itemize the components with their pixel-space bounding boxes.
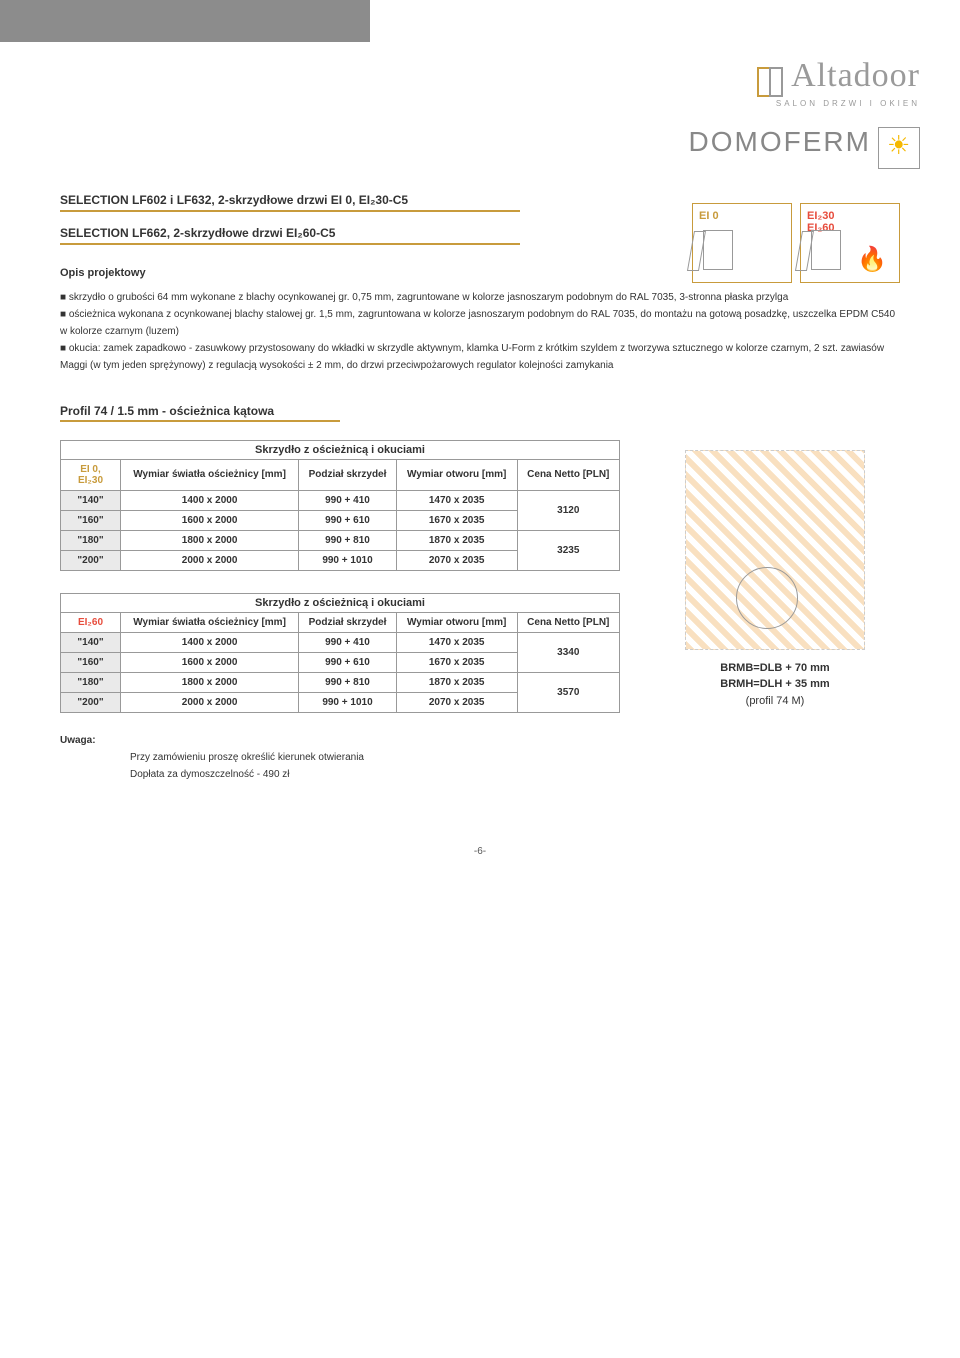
cell: 2070 x 2035 xyxy=(396,692,517,712)
desc-item: okucia: zamek zapadkowo - zasuwkowy przy… xyxy=(60,340,900,374)
section-title-2: SELECTION LF662, 2-skrzydłowe drzwi EI₂6… xyxy=(60,226,520,245)
cell: 1800 x 2000 xyxy=(121,672,299,692)
desc-list: skrzydło o grubości 64 mm wykonane z bla… xyxy=(60,289,900,374)
cell: 1400 x 2000 xyxy=(121,490,299,510)
note-line-1: Przy zamówieniu proszę określić kierunek… xyxy=(130,752,620,763)
row-label: "140" xyxy=(61,632,121,652)
cell: 1800 x 2000 xyxy=(121,530,299,550)
cell: 1600 x 2000 xyxy=(121,510,299,530)
desc-item: ościeżnica wykonana z ocynkowanej blachy… xyxy=(60,306,900,340)
row-label: "200" xyxy=(61,550,121,570)
page-number: -6- xyxy=(60,846,900,857)
table-2: Skrzydło z ościeżnicą i okuciami EI₂60 W… xyxy=(60,593,620,713)
cell: 990 + 810 xyxy=(299,530,397,550)
table-col: Podział skrzydeł xyxy=(299,612,397,632)
badge-ei0-label: EI 0 xyxy=(699,210,719,222)
row-label: "160" xyxy=(61,510,121,530)
door-logo-icon xyxy=(752,64,788,103)
cell: 2070 x 2035 xyxy=(396,550,517,570)
table-col: Cena Netto [PLN] xyxy=(517,612,619,632)
domoferm-logo: DOMOFERM xyxy=(689,126,871,158)
row-label: "180" xyxy=(61,672,121,692)
door-mini-icon xyxy=(703,230,733,270)
profile-diagram xyxy=(685,450,865,650)
cell: 2000 x 2000 xyxy=(121,692,299,712)
cell: 990 + 610 xyxy=(299,510,397,530)
cell: 990 + 410 xyxy=(299,632,397,652)
cell: 990 + 1010 xyxy=(299,692,397,712)
note-label: Uwaga: xyxy=(60,735,96,746)
table-col: Wymiar otworu [mm] xyxy=(396,612,517,632)
cell: 990 + 1010 xyxy=(299,550,397,570)
note-line-2: Dopłata za dymoszczelność - 490 zł xyxy=(130,769,620,780)
table-col: Podział skrzydeł xyxy=(299,459,397,490)
cell: 990 + 410 xyxy=(299,490,397,510)
price-cell: 3120 xyxy=(517,490,619,530)
sun-icon xyxy=(878,127,920,169)
badge-row: EI 0 EI₂30 EI₂60 🔥 xyxy=(692,203,900,283)
price-cell: 3570 xyxy=(517,672,619,712)
table-col: Cena Netto [PLN] xyxy=(517,459,619,490)
door-mini-icon-2 xyxy=(811,230,841,270)
cell: 1670 x 2035 xyxy=(396,510,517,530)
table-1-caption: Skrzydło z ościeżnicą i okuciami xyxy=(60,440,620,459)
altadoor-logo: Altadoor xyxy=(791,57,920,95)
diagram-column: BRMB=DLB + 70 mm BRMH=DLH + 35 mm (profi… xyxy=(650,440,900,710)
row-label: "140" xyxy=(61,490,121,510)
row-label: "200" xyxy=(61,692,121,712)
desc-item: skrzydło o grubości 64 mm wykonane z bla… xyxy=(60,289,900,306)
table-col: Wymiar otworu [mm] xyxy=(396,459,517,490)
table-2-caption: Skrzydło z ościeżnicą i okuciami xyxy=(60,593,620,612)
notes: Uwaga: Przy zamówieniu proszę określić k… xyxy=(60,735,620,780)
cell: 990 + 810 xyxy=(299,672,397,692)
profil-heading: Profil 74 / 1.5 mm - ościeżnica kątowa xyxy=(60,404,340,422)
table-col: Wymiar światła ościeżnicy [mm] xyxy=(121,459,299,490)
cell: 1400 x 2000 xyxy=(121,632,299,652)
price-cell: 3235 xyxy=(517,530,619,570)
logos-area: Altadoor SALON DRZWI I OKIEN DOMOFERM xyxy=(0,42,960,179)
badge-ei0: EI 0 xyxy=(692,203,792,283)
cell: 1600 x 2000 xyxy=(121,652,299,672)
section-title-1: SELECTION LF602 i LF632, 2-skrzydłowe dr… xyxy=(60,193,520,212)
badge-ei30-label: EI₂30 xyxy=(807,210,835,222)
cell: 1870 x 2035 xyxy=(396,672,517,692)
table-1: Skrzydło z ościeżnicą i okuciami EI 0, E… xyxy=(60,440,620,571)
flame-icon: 🔥 xyxy=(857,245,887,274)
table-1-head-label: EI 0, EI₂30 xyxy=(61,459,121,490)
table-col: Wymiar światła ościeżnicy [mm] xyxy=(121,612,299,632)
active-tab xyxy=(0,0,370,42)
price-cell: 3340 xyxy=(517,632,619,672)
cell: 1670 x 2035 xyxy=(396,652,517,672)
diagram-note-3: (profil 74 M) xyxy=(650,693,900,710)
row-label: "180" xyxy=(61,530,121,550)
cell: 1470 x 2035 xyxy=(396,632,517,652)
badge-ei30-60: EI₂30 EI₂60 🔥 xyxy=(800,203,900,283)
cell: 1470 x 2035 xyxy=(396,490,517,510)
table-2-head-label: EI₂60 xyxy=(61,612,121,632)
top-tab-bar xyxy=(0,0,960,42)
cell: 2000 x 2000 xyxy=(121,550,299,570)
cell: 990 + 610 xyxy=(299,652,397,672)
row-label: "160" xyxy=(61,652,121,672)
diagram-note-1: BRMB=DLB + 70 mm xyxy=(650,660,900,677)
altadoor-subtitle: SALON DRZWI I OKIEN xyxy=(0,99,920,108)
diagram-note-2: BRMH=DLH + 35 mm xyxy=(650,676,900,693)
cell: 1870 x 2035 xyxy=(396,530,517,550)
